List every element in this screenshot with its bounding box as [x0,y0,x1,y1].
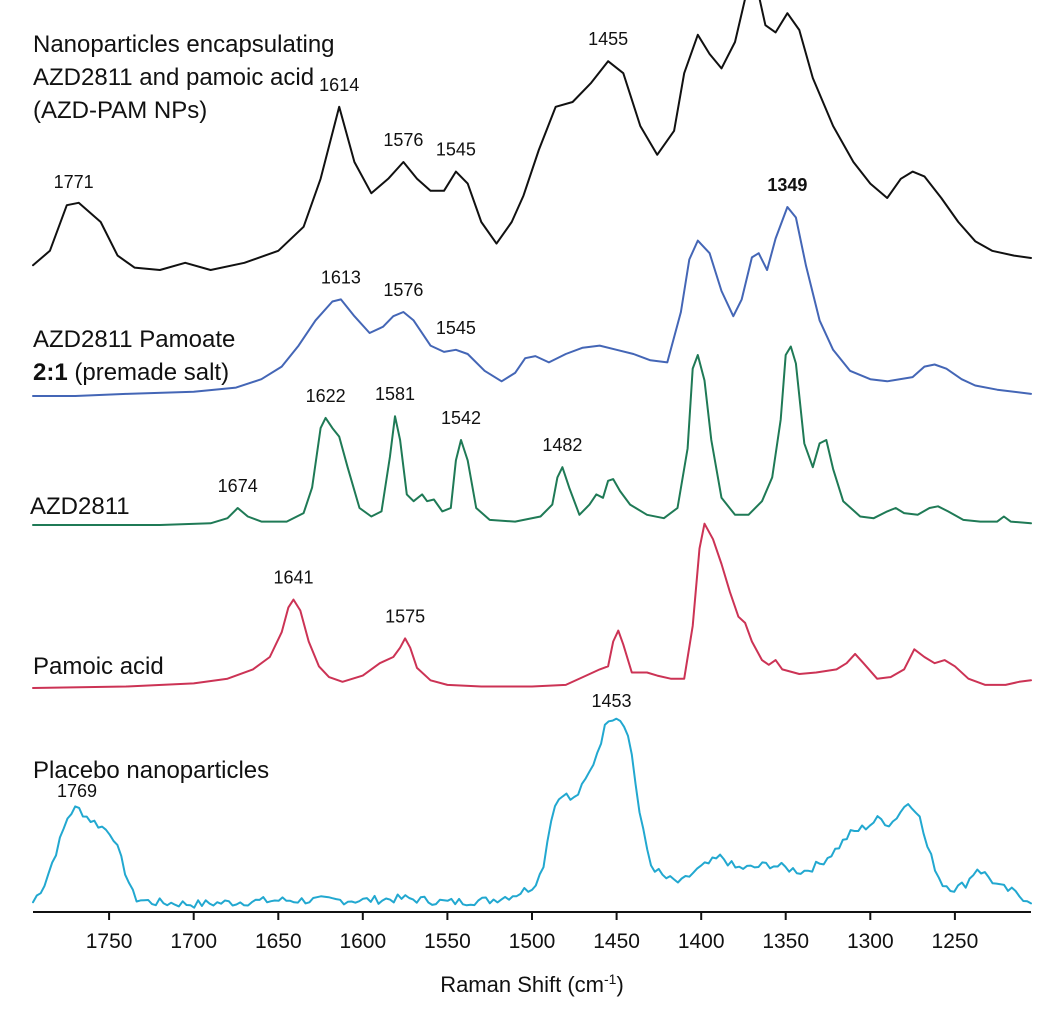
peak-label-2-4: 1349 [767,175,807,195]
x-axis-title: Raman Shift (cm-1) [440,971,624,997]
peak-label-3-2: 1622 [306,386,346,406]
peak-label-3-3: 1581 [375,384,415,404]
peak-label-1-5: 1455 [588,29,628,49]
x-tick-label-11: 1250 [932,930,979,953]
series-label-4-line-1: Pamoic acid [33,653,164,680]
x-tick-label-5: 1550 [424,930,471,953]
peak-labels: 1771 1614 1576 1545 1455 1349 1613 1576 1545 1349… [54,0,808,801]
x-tick-label-1: 1750 [86,930,133,953]
peak-label-1-4: 1545 [436,140,476,160]
peak-label-5-1: 1769 [57,781,97,801]
spectrum-line-1 [32,0,1032,271]
x-tick-label-4: 1600 [339,930,386,953]
x-tick-label-3: 1650 [255,930,302,953]
peak-label-1-1: 1771 [54,172,94,192]
x-axis-title-main: Raman Shift (cm [440,972,604,997]
peak-label-2-2: 1576 [383,280,423,300]
peak-label-3-5: 1482 [542,435,582,455]
x-tick-label-8: 1400 [678,930,725,953]
peak-label-3-4: 1542 [441,408,481,428]
series-label-bold-part: 2:1 [33,359,68,386]
x-axis-title-sup: -1 [604,971,617,987]
peak-label-1-2: 1614 [319,75,359,95]
series-label-1-line-1: Nanoparticles encapsulating [33,31,335,58]
series-label-2-line-1: AZD2811 Pamoate [33,326,235,353]
peak-label-4-2: 1575 [385,606,425,626]
peak-label-1-3: 1576 [383,130,423,150]
x-axis-ticks: 1750 1700 1650 1600 1550 1500 1450 1400 1350 1300… [86,912,979,953]
x-axis: 1750 1700 1650 1600 1550 1500 1450 1400 1350 1300… [33,911,1031,953]
peak-label-4-1: 1641 [273,568,313,588]
x-tick-label-2: 1700 [170,930,217,953]
series-label-3-line-1: AZD2811 [30,493,130,520]
series-label-5-line-1: Placebo nanoparticles [33,757,269,784]
x-tick-label-6: 1500 [509,930,556,953]
spectrum-line-4 [32,522,1032,689]
series-label-1-line-2: AZD2811 and pamoic acid [33,64,314,91]
x-tick-label-9: 1350 [762,930,809,953]
peak-label-1-6: 1349 [767,0,807,1]
series-label-2-line-2: 2:1 (premade salt) [33,359,229,386]
x-tick-label-10: 1300 [847,930,894,953]
peak-label-5-2: 1453 [591,691,631,711]
peak-label-3-1: 1674 [218,476,258,496]
peak-label-2-1: 1613 [321,267,361,287]
series-labels: Nanoparticles encapsulating AZD2811 and p… [30,31,335,784]
x-tick-label-7: 1450 [593,930,640,953]
series-label-rest-part: (premade salt) [68,359,229,386]
spectrum-line-2 [32,206,1032,397]
spectrum-line-5 [32,717,1032,909]
peak-label-2-3: 1545 [436,318,476,338]
x-axis-title-suffix: ) [616,972,623,997]
spectrum-traces [32,0,1032,909]
spectrum-line-3 [32,345,1032,526]
series-label-1-line-3: (AZD-PAM NPs) [33,97,207,124]
